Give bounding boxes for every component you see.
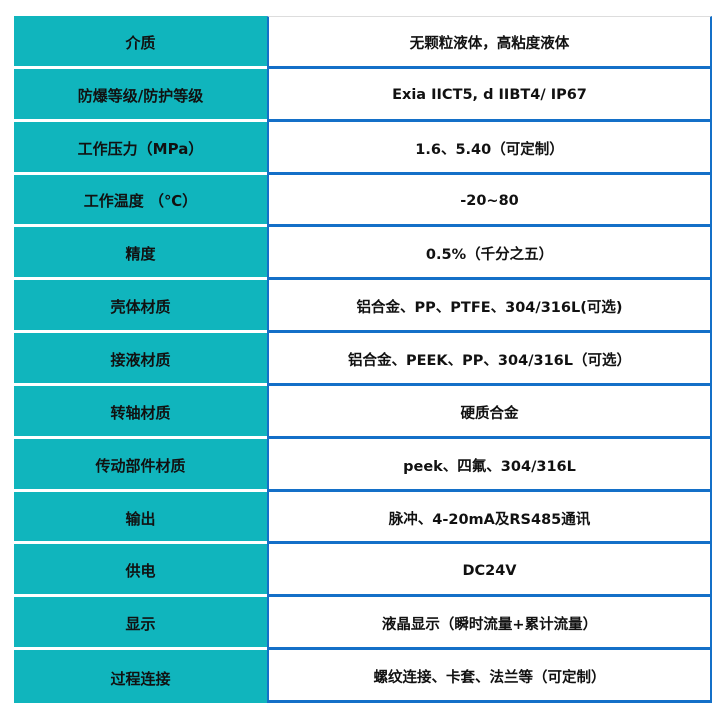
spec-label: 供电 (14, 544, 267, 598)
spec-label: 工作温度 （℃） (14, 174, 267, 228)
spec-table: 介质 无颗粒液体，高粘度液体 防爆等级/防护等级 Exia IICT5, d IIBT… (14, 16, 712, 703)
spec-value: peek、四氟、304/316L (267, 438, 712, 492)
spec-label: 过程连接 (14, 650, 267, 703)
spec-label: 精度 (14, 227, 267, 281)
spec-label: 介质 (14, 16, 267, 69)
spec-label: 壳体材质 (14, 280, 267, 334)
spec-value: 1.6、5.40（可定制） (267, 121, 712, 175)
spec-label: 显示 (14, 597, 267, 651)
spec-value: 0.5%（千分之五） (267, 227, 712, 281)
spec-value: -20~80 (267, 174, 712, 228)
spec-value: Exia IICT5, d IIBT4/ IP67 (267, 68, 712, 122)
spec-value: 螺纹连接、卡套、法兰等（可定制） (267, 650, 712, 703)
spec-value: 脉冲、4-20mA及RS485通讯 (267, 491, 712, 545)
spec-label: 输出 (14, 491, 267, 545)
spec-label: 转轴材质 (14, 385, 267, 439)
spec-label: 接液材质 (14, 333, 267, 386)
spec-value: 硬质合金 (267, 385, 712, 439)
spec-value: 液晶显示（瞬时流量+累计流量） (267, 597, 712, 651)
spec-label: 传动部件材质 (14, 438, 267, 492)
spec-label: 工作压力（MPa） (14, 121, 267, 175)
spec-value: 无颗粒液体，高粘度液体 (267, 16, 712, 69)
spec-value: DC24V (267, 544, 712, 598)
spec-value: 铝合金、PP、PTFE、304/316L(可选) (267, 280, 712, 334)
spec-label: 防爆等级/防护等级 (14, 68, 267, 122)
spec-value: 铝合金、PEEK、PP、304/316L（可选） (267, 333, 712, 386)
